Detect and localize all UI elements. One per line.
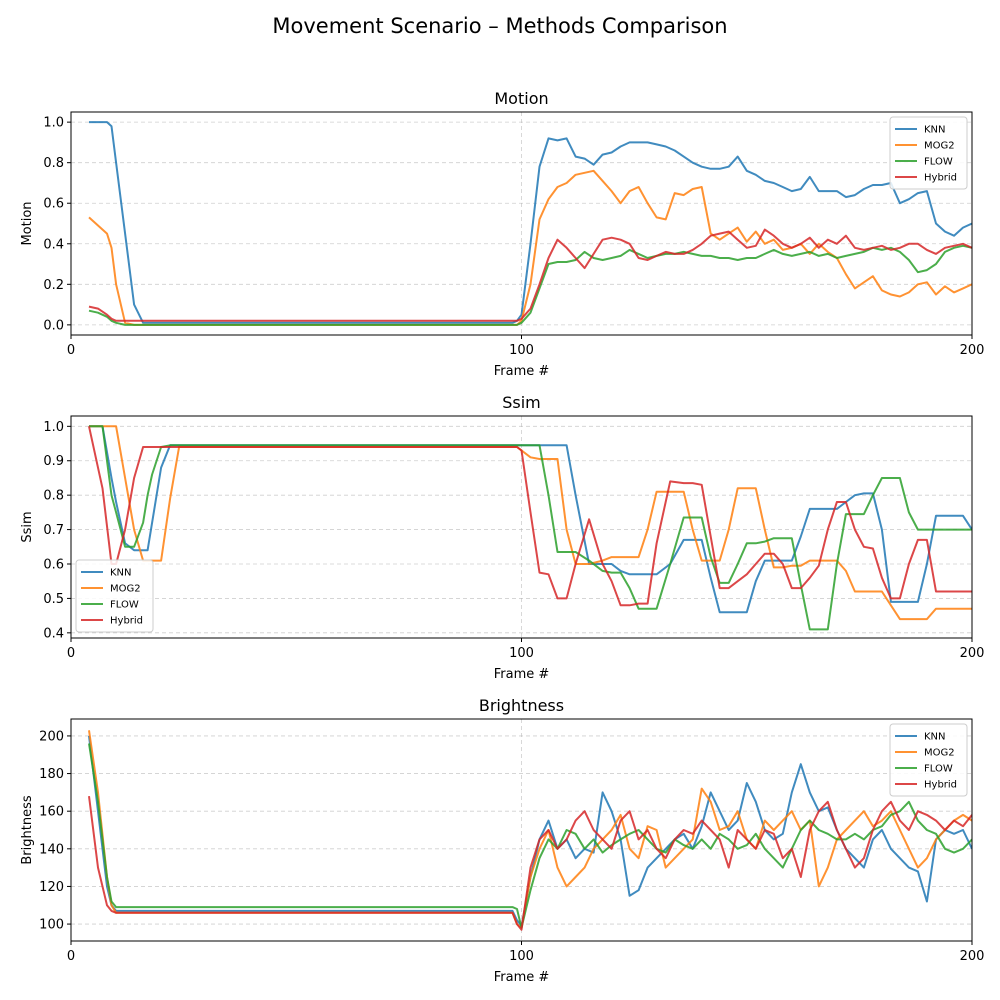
- brightness-ylabel: Brightness: [20, 795, 35, 864]
- ssim-xtick-label-0: 0: [67, 646, 75, 661]
- brightness-panel: 100 120 140 160 180 200 0 100 200 Brightness Frame…: [20, 696, 984, 985]
- brightness-xtick-label-0: 0: [67, 949, 75, 964]
- motion-legend-label-flow: FLOW: [924, 157, 953, 168]
- motion-xtick-label-0: 0: [67, 343, 75, 358]
- motion-ytick-label-2: 0.4: [43, 237, 64, 252]
- brightness-legend-label-flow: FLOW: [924, 764, 953, 775]
- ssim-legend: KNN MOG2 FLOW Hybrid: [75, 559, 154, 633]
- brightness-series-mog2: [88, 730, 972, 929]
- ssim-legend-label-flow: FLOW: [110, 600, 139, 611]
- ssim-series-flow: [89, 425, 972, 631]
- motion-xtick-label-1: 100: [509, 343, 534, 358]
- brightness-series-hybrid: [88, 795, 972, 931]
- brightness-xlabel: Frame #: [494, 970, 550, 985]
- figure-title: Movement Scenario – Methods Comparison: [272, 14, 728, 38]
- ssim-title: Ssim: [502, 393, 541, 412]
- motion-xtick-label-2: 200: [960, 343, 985, 358]
- ssim-legend-label-knn: KNN: [110, 568, 132, 579]
- motion-panel: 0.0 0.2 0.4 0.6 0.8 1.0 0 100 200 Motion Frame # Mo…: [20, 89, 984, 379]
- brightness-ytick-label-1: 120: [39, 880, 64, 895]
- brightness-series-knn: [88, 735, 972, 927]
- brightness-ytick-label-2: 140: [39, 842, 64, 857]
- brightness-axes-frame: [70, 718, 973, 942]
- brightness-series-group: [88, 730, 972, 931]
- motion-legend-label-knn: KNN: [924, 125, 946, 136]
- brightness-title: Brightness: [479, 696, 564, 715]
- ssim-legend-box: [75, 559, 154, 633]
- ssim-xtick-label-1: 100: [509, 646, 534, 661]
- brightness-legend-label-hybrid: Hybrid: [924, 780, 957, 791]
- motion-ylabel: Motion: [20, 201, 35, 245]
- ssim-series-group: [88, 425, 972, 631]
- brightness-ytick-label-4: 180: [39, 767, 64, 782]
- ssim-ytick-label-3: 0.7: [43, 523, 64, 538]
- ssim-ytick-label-1: 0.5: [43, 592, 64, 607]
- ssim-series-mog2: [89, 425, 972, 621]
- motion-legend: KNN MOG2 FLOW Hybrid: [889, 116, 968, 190]
- motion-series-knn: [89, 121, 972, 324]
- ssim-legend-label-mog2: MOG2: [110, 584, 141, 595]
- motion-ytick-label-5: 1.0: [43, 116, 64, 131]
- brightness-xtick-label-1: 100: [509, 949, 534, 964]
- motion-ytick-label-0: 0.0: [43, 318, 64, 333]
- ssim-xtick-label-2: 200: [960, 646, 985, 661]
- ssim-legend-label-hybrid: Hybrid: [110, 616, 143, 627]
- ssim-ylabel: Ssim: [20, 511, 35, 542]
- motion-legend-label-mog2: MOG2: [924, 141, 955, 152]
- ssim-series-hybrid: [88, 426, 972, 607]
- motion-ytick-label-4: 0.8: [43, 156, 64, 171]
- brightness-ytick-label-0: 100: [39, 918, 64, 933]
- ssim-ytick-label-2: 0.6: [43, 558, 64, 573]
- motion-legend-label-hybrid: Hybrid: [924, 173, 957, 184]
- ssim-ytick-label-4: 0.8: [43, 489, 64, 504]
- brightness-legend-label-knn: KNN: [924, 732, 946, 743]
- brightness-legend-box: [889, 723, 968, 797]
- motion-title: Motion: [494, 89, 548, 108]
- ssim-ytick-label-6: 1.0: [43, 420, 64, 435]
- brightness-ytick-label-5: 200: [39, 729, 64, 744]
- motion-legend-box: [889, 116, 968, 190]
- ssim-axes-frame: [70, 415, 973, 639]
- ssim-xlabel: Frame #: [494, 667, 550, 682]
- brightness-xtick-label-2: 200: [960, 949, 985, 964]
- ssim-ytick-label-0: 0.4: [43, 626, 64, 641]
- ssim-series-knn: [89, 425, 972, 614]
- brightness-legend: KNN MOG2 FLOW Hybrid: [889, 723, 968, 797]
- motion-ytick-label-1: 0.2: [43, 278, 64, 293]
- motion-series-hybrid: [88, 228, 972, 322]
- motion-ytick-label-3: 0.6: [43, 197, 64, 212]
- motion-series-group: [88, 121, 972, 326]
- ssim-ytick-label-5: 0.9: [43, 454, 64, 469]
- motion-axes-frame: [70, 111, 973, 336]
- motion-xlabel: Frame #: [494, 364, 550, 379]
- ssim-panel: 0.4 0.5 0.6 0.7 0.8 0.9 1.0 0 100 200 Ssim Frame # S…: [20, 393, 984, 682]
- brightness-legend-label-mog2: MOG2: [924, 748, 955, 759]
- brightness-ytick-label-3: 160: [39, 805, 64, 820]
